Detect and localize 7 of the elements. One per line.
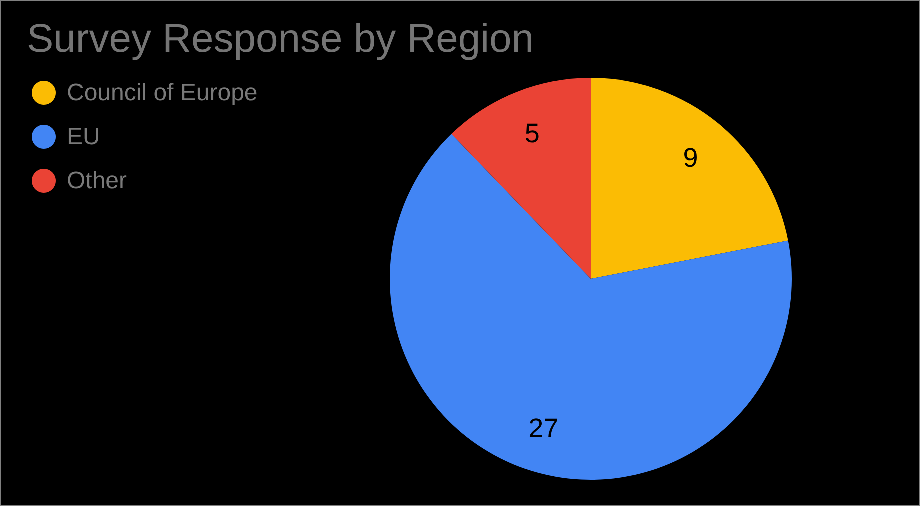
data-label: 9 (683, 143, 698, 174)
legend-label: Council of Europe (67, 80, 258, 106)
legend-label: EU (67, 124, 100, 150)
legend-label: Other (67, 168, 128, 194)
data-label: 5 (524, 118, 540, 149)
data-label: 27 (528, 413, 559, 444)
chart-title: Survey Response by Region (27, 17, 534, 61)
